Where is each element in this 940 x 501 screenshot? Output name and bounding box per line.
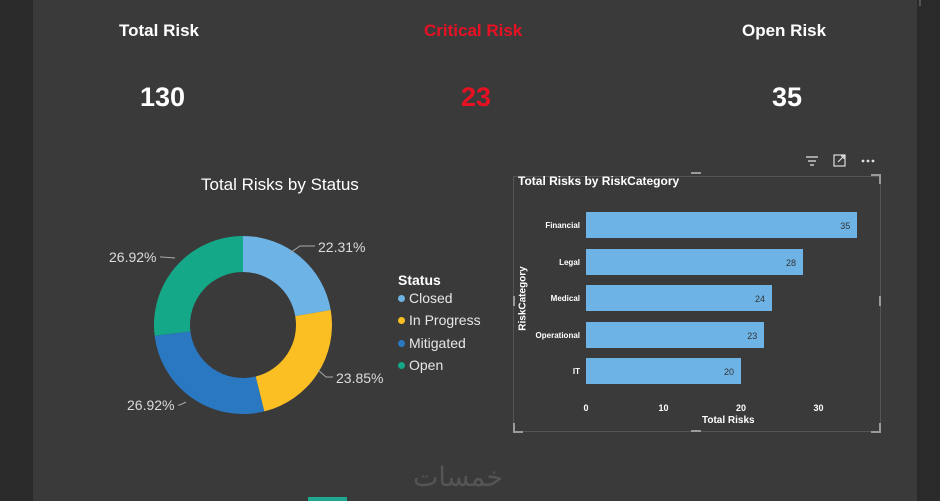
focus-mode-icon[interactable] — [832, 154, 848, 168]
bar-value-label: 20 — [724, 367, 735, 377]
donut-slice-in-progress[interactable] — [255, 310, 332, 412]
kpi-total-value: 130 — [140, 82, 186, 112]
legend-dot-closed — [398, 295, 405, 302]
x-axis-tick-label: 20 — [735, 403, 746, 413]
donut-label-open: 26.92% — [109, 249, 157, 265]
resize-handle-right[interactable] — [877, 296, 881, 306]
kpi-critical-title: Critical Risk — [424, 21, 523, 40]
donut-slice-open[interactable] — [154, 236, 243, 336]
resize-handle-top-right[interactable] — [871, 174, 881, 184]
bar-value-label: 23 — [747, 330, 758, 341]
legend-label: Mitigated — [409, 335, 466, 351]
bar-it[interactable] — [586, 358, 741, 384]
bar-category-label: Medical — [550, 294, 580, 303]
bar-chart-x-axis-title: Total Risks — [702, 415, 755, 426]
resize-handle-left[interactable] — [513, 296, 517, 306]
resize-handle-bottom[interactable] — [691, 428, 701, 432]
bar-operational[interactable] — [586, 321, 765, 348]
legend-label: Open — [409, 357, 444, 373]
bar-chart-title: Total Risks by RiskCategory — [518, 174, 680, 188]
donut-chart[interactable] — [140, 222, 346, 428]
bar-value-label: 24 — [755, 294, 766, 304]
watermark-logo: خمسات — [413, 462, 504, 492]
bar-category-label: IT — [572, 367, 580, 376]
donut-label-closed: 22.31% — [318, 239, 366, 255]
donut-label-mitigated: 26.92% — [127, 397, 175, 413]
kpi-open-title: Open Risk — [742, 21, 827, 40]
kpi-total-title: Total Risk — [119, 21, 199, 40]
right-edge — [917, 0, 940, 501]
filter-icon[interactable] — [804, 154, 820, 168]
legend-dot-mitigated — [398, 340, 405, 347]
legend-title: Status — [398, 272, 441, 288]
resize-handle-top[interactable] — [691, 172, 701, 178]
x-axis-tick-label: 10 — [658, 403, 669, 413]
legend-label: Closed — [409, 290, 453, 306]
legend-dot-open — [398, 362, 405, 369]
legend-item-closed[interactable]: Closed — [398, 290, 453, 306]
resize-handle-bottom-right[interactable] — [871, 423, 881, 433]
page-tab-indicator[interactable] — [308, 497, 347, 501]
legend-item-open[interactable]: Open — [398, 357, 443, 373]
bar-category-label: Legal — [559, 257, 580, 267]
kpi-critical-value: 23 — [461, 82, 492, 112]
resize-handle-bottom-left[interactable] — [513, 423, 523, 433]
x-axis-tick-label: 30 — [813, 403, 824, 413]
more-options-icon[interactable] — [860, 154, 876, 168]
bar-legal[interactable] — [586, 248, 803, 275]
kpi-open-value: 35 — [772, 82, 803, 112]
legend-label: In Progress — [409, 312, 481, 328]
bar-value-label: 28 — [786, 257, 797, 268]
bar-category-label: Financial — [545, 221, 580, 230]
bar-category-label: Operational — [535, 330, 580, 340]
left-edge — [0, 0, 33, 501]
bar-value-label: 35 — [840, 221, 851, 231]
legend-item-mitigated[interactable]: Mitigated — [398, 335, 466, 351]
bar-financial[interactable] — [586, 212, 858, 238]
bar-medical[interactable] — [586, 285, 772, 311]
legend-item-in-progress[interactable]: In Progress — [398, 312, 481, 328]
donut-slice-mitigated[interactable] — [154, 331, 265, 414]
donut-label-in-progress: 23.85% — [336, 370, 384, 386]
donut-chart-title: Total Risks by Status — [201, 175, 359, 194]
x-axis-tick-label: 0 — [583, 403, 589, 413]
donut-slice-closed[interactable] — [243, 236, 331, 317]
legend-dot-in-progress — [398, 317, 405, 324]
